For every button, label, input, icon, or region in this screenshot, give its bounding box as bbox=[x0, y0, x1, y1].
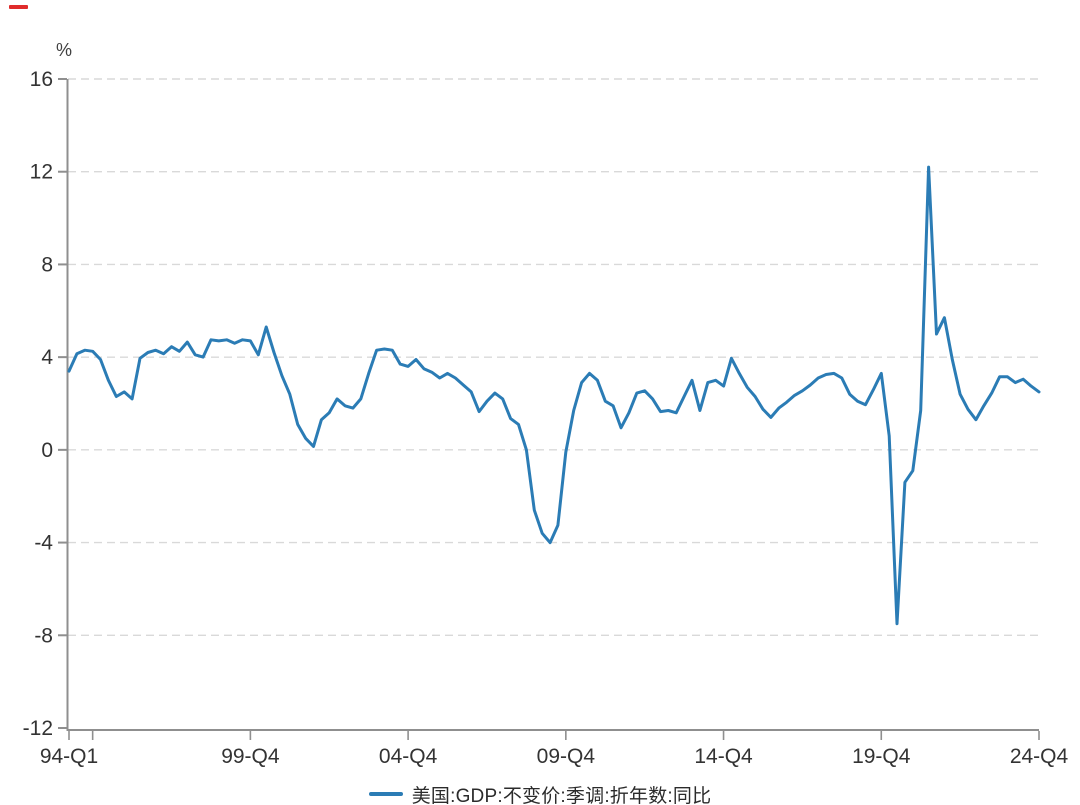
x-tick-label: 14-Q4 bbox=[694, 745, 753, 768]
y-tick-label: 0 bbox=[41, 439, 53, 462]
legend-swatch bbox=[368, 791, 403, 797]
legend-label: 美国:GDP:不变价:季调:折年数:同比 bbox=[411, 785, 712, 805]
x-tick-label: 09-Q4 bbox=[537, 745, 596, 768]
y-tick-label: -12 bbox=[23, 717, 53, 740]
x-tick-label: 99-Q4 bbox=[221, 745, 280, 768]
y-tick-label: 4 bbox=[41, 346, 53, 369]
y-tick-label: -4 bbox=[34, 532, 53, 555]
y-tick-label: 8 bbox=[41, 253, 53, 276]
x-tick-label: 04-Q4 bbox=[379, 745, 438, 768]
x-tick-label: 94-Q1 bbox=[40, 745, 98, 768]
y-axis-unit-label: % bbox=[56, 40, 73, 60]
corner-dash-marker bbox=[9, 5, 28, 9]
legend: 美国:GDP:不变价:季调:折年数:同比 bbox=[0, 781, 1080, 805]
y-tick-label: 16 bbox=[30, 68, 53, 91]
y-tick-label: 12 bbox=[30, 161, 53, 184]
x-tick-label: 19-Q4 bbox=[852, 745, 911, 768]
gdp-line bbox=[67, 165, 1041, 626]
y-tick-label: -8 bbox=[34, 624, 53, 647]
x-tick-label: 24-Q4 bbox=[1010, 745, 1069, 768]
